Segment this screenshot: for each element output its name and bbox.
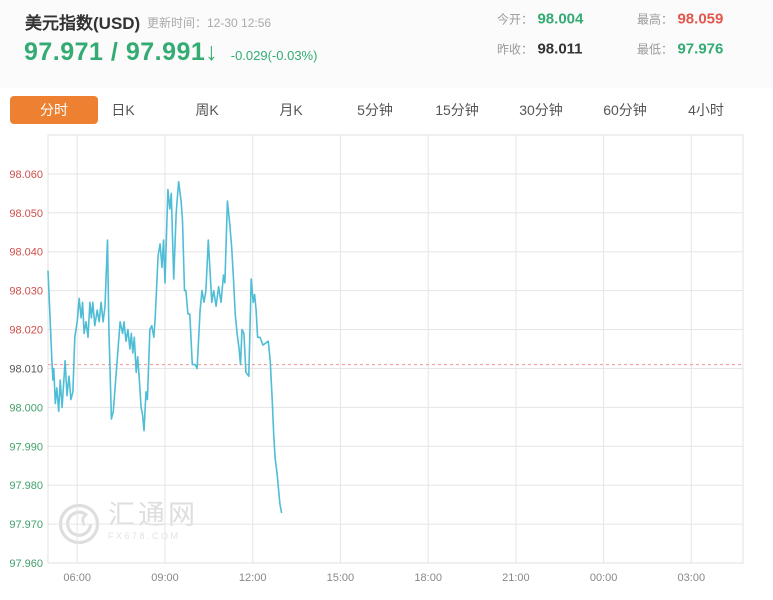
stat-open-value: 98.004 <box>537 10 584 28</box>
tab-60min[interactable]: 60分钟 <box>603 102 647 118</box>
price-change: -0.029(-0.03%) <box>230 48 318 63</box>
y-axis-label: 98.050 <box>9 208 43 220</box>
tab-30min[interactable]: 30分钟 <box>519 102 563 118</box>
x-axis-label: 15:00 <box>327 572 355 584</box>
plot-frame <box>47 134 744 564</box>
stat-open: 今开： 98.004 <box>497 10 583 28</box>
x-axis-label: 18:00 <box>414 572 442 584</box>
y-axis-label: 98.030 <box>9 286 43 298</box>
stat-low-label: 最低： <box>637 42 674 57</box>
y-axis-label: 98.060 <box>9 169 43 181</box>
x-axis-label: 09:00 <box>151 572 179 584</box>
update-time: 更新时间：12-30 12:56 <box>147 16 272 30</box>
stat-prev-close-value: 98.011 <box>537 40 583 58</box>
tab-monthly-k[interactable]: 月K <box>279 102 303 118</box>
stat-high: 最高： 98.059 <box>637 10 723 28</box>
watermark-site-name: 汇通网 <box>108 500 198 530</box>
stat-prev-close-label: 昨收： <box>497 42 534 57</box>
stat-open-label: 今开： <box>497 12 534 27</box>
stat-prev-close: 昨收： 98.011 <box>497 40 583 58</box>
ask-price: 97.991 <box>125 38 206 66</box>
y-axis-label: 97.990 <box>9 441 43 453</box>
down-arrow-icon: ↓ <box>205 38 219 66</box>
tab-intraday[interactable]: 分时 <box>10 96 98 124</box>
x-axis-label: 12:00 <box>239 572 267 584</box>
stat-low: 最低： 97.976 <box>637 40 723 58</box>
quote-header: 美元指数(USD) 更新时间：12-30 12:56 97.971 / 97.9… <box>0 0 773 88</box>
price-separator: / <box>103 38 126 66</box>
watermark: 汇通网 FX678.COM <box>57 500 198 546</box>
x-axis-label: 06:00 <box>63 572 91 584</box>
x-axis-label: 03:00 <box>678 572 706 584</box>
y-axis-label: 98.010 <box>9 364 43 376</box>
bid-price: 97.971 <box>24 38 104 66</box>
tab-weekly-k[interactable]: 周K <box>195 102 219 118</box>
stat-high-value: 98.059 <box>677 10 724 28</box>
y-axis-label: 97.980 <box>9 480 43 492</box>
tab-daily-k[interactable]: 日K <box>111 102 135 118</box>
stat-low-value: 97.976 <box>677 40 724 58</box>
tab-4hour[interactable]: 4小时 <box>688 102 724 118</box>
y-axis-label: 97.960 <box>9 558 43 570</box>
instrument-title: 美元指数(USD) <box>25 14 141 33</box>
y-axis-label: 97.970 <box>9 519 43 531</box>
price-line <box>47 180 283 514</box>
watermark-site-url: FX678.COM <box>108 531 181 541</box>
y-axis-label: 98.000 <box>9 402 43 414</box>
x-axis-label: 21:00 <box>502 572 530 584</box>
x-axis-label: 00:00 <box>590 572 618 584</box>
y-axis-label: 98.040 <box>9 247 43 259</box>
y-axis-label: 98.020 <box>9 325 43 337</box>
stat-high-label: 最高： <box>637 12 674 27</box>
tab-15min[interactable]: 15分钟 <box>435 102 479 118</box>
period-tabbar: 分时 日K 周K 月K 5分钟 15分钟 30分钟 60分钟 4小时 <box>0 96 773 124</box>
tab-5min[interactable]: 5分钟 <box>357 102 393 118</box>
price-row: 97.971 / 97.991↓ -0.029(-0.03%) <box>24 38 317 67</box>
